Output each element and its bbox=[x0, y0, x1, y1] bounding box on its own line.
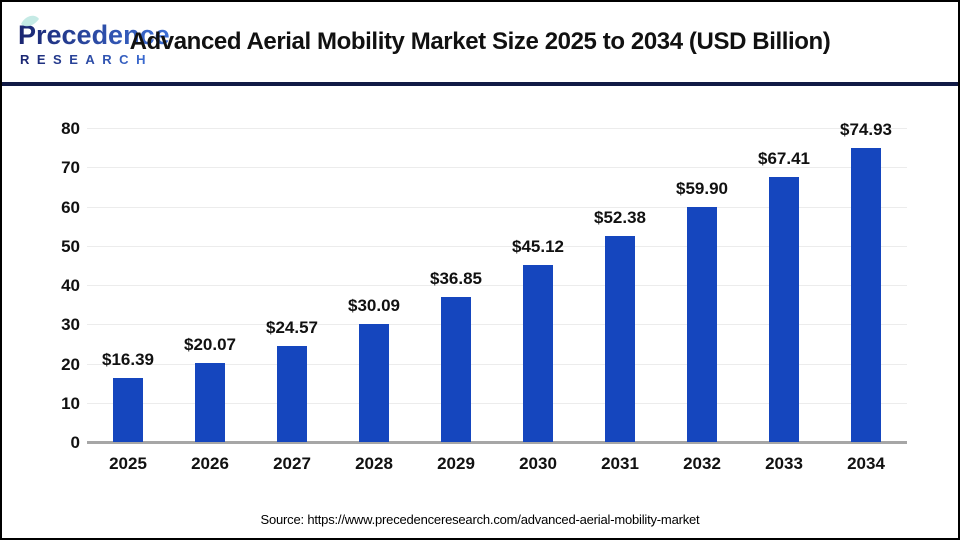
y-tick-label: 20 bbox=[61, 354, 80, 374]
x-tick-label: 2030 bbox=[519, 454, 557, 473]
source-text: Source: https://www.precedenceresearch.c… bbox=[260, 512, 700, 527]
gridline bbox=[87, 363, 907, 365]
bar-value-label: $67.41 bbox=[758, 149, 810, 169]
bar-value-label: $74.93 bbox=[840, 119, 892, 139]
bar-value-label: $20.07 bbox=[184, 335, 236, 355]
logo-subtitle: RESEARCH bbox=[20, 52, 153, 67]
y-tick-label: 0 bbox=[70, 433, 80, 452]
leaf-icon bbox=[21, 15, 39, 27]
bar-value-label: $36.85 bbox=[430, 269, 482, 289]
header-divider bbox=[2, 82, 958, 86]
x-tick-label: 2034 bbox=[847, 454, 885, 473]
bar-2029 bbox=[441, 297, 471, 442]
bar-slot: $20.07 bbox=[169, 128, 251, 442]
gridline bbox=[87, 167, 907, 169]
bar-2027 bbox=[277, 345, 307, 442]
precedence-logo: Precedence RESEARCH bbox=[18, 12, 178, 72]
x-tick-label: 2025 bbox=[109, 454, 147, 473]
bar-2034 bbox=[851, 147, 881, 442]
x-tick-label: 2032 bbox=[683, 454, 721, 473]
x-axis: 2025 2026 2027 2028 2029 2030 2031 2032 2033 2034 bbox=[87, 454, 907, 478]
y-tick-label: 60 bbox=[61, 197, 80, 217]
bar-slot: $36.85 bbox=[415, 128, 497, 442]
x-tick-label: 2028 bbox=[355, 454, 393, 473]
y-tick-label: 10 bbox=[61, 393, 80, 413]
bar-2030 bbox=[523, 264, 553, 442]
bar-value-label: $59.90 bbox=[676, 178, 728, 198]
page-title: Advanced Aerial Mobility Market Size 202… bbox=[129, 28, 831, 55]
y-tick-label: 70 bbox=[61, 158, 80, 178]
bar-slot: $24.57 bbox=[251, 128, 333, 442]
x-axis-line bbox=[87, 441, 907, 444]
bar-value-label: $30.09 bbox=[348, 295, 400, 315]
gridline bbox=[87, 245, 907, 247]
gridline bbox=[87, 324, 907, 326]
y-tick-label: 40 bbox=[61, 276, 80, 295]
bar-2026 bbox=[195, 363, 225, 442]
logo-wordmark: Precedence bbox=[18, 20, 170, 50]
bar-2032 bbox=[687, 206, 717, 442]
x-tick-label: 2029 bbox=[437, 454, 475, 473]
bar-value-label: $16.39 bbox=[102, 349, 154, 369]
bar-slot: $59.90 bbox=[661, 128, 743, 442]
y-axis: 0 10 20 30 40 50 60 70 80 bbox=[30, 119, 80, 452]
bar-2025 bbox=[113, 377, 143, 442]
x-tick-label: 2033 bbox=[765, 454, 803, 473]
bar-2031 bbox=[605, 236, 635, 442]
bar-slot: $16.39 bbox=[87, 128, 169, 442]
bar-slot: $67.41 bbox=[743, 128, 825, 442]
plot-area: $16.39 $20.07 $24.57 $30.09 $36.85 $45.12 $52.… bbox=[87, 120, 907, 444]
bar-slot: $52.38 bbox=[579, 128, 661, 442]
gridline bbox=[87, 402, 907, 404]
gridline bbox=[87, 285, 907, 286]
x-tick-label: 2026 bbox=[191, 454, 229, 473]
y-tick-label: 50 bbox=[61, 236, 80, 256]
bar-slot: $30.09 bbox=[333, 128, 415, 442]
precedence-logo-graphic: Precedence RESEARCH bbox=[18, 15, 170, 67]
gridline bbox=[87, 206, 907, 208]
bar-value-label: $24.57 bbox=[266, 317, 318, 337]
gridline bbox=[87, 128, 907, 129]
bar-slot: $45.12 bbox=[497, 128, 579, 442]
bar-2028 bbox=[359, 323, 389, 442]
header: Precedence RESEARCH Advanced Aerial Mobi… bbox=[2, 2, 958, 82]
x-tick-label: 2027 bbox=[273, 454, 311, 473]
bar-2033 bbox=[769, 177, 799, 442]
bar-value-label: $45.12 bbox=[512, 236, 564, 256]
bar-slot: $74.93 bbox=[825, 120, 907, 442]
y-tick-label: 80 bbox=[61, 119, 80, 138]
x-tick-label: 2031 bbox=[601, 454, 639, 473]
y-tick-label: 30 bbox=[61, 315, 80, 335]
bar-value-label: $52.38 bbox=[594, 208, 646, 228]
